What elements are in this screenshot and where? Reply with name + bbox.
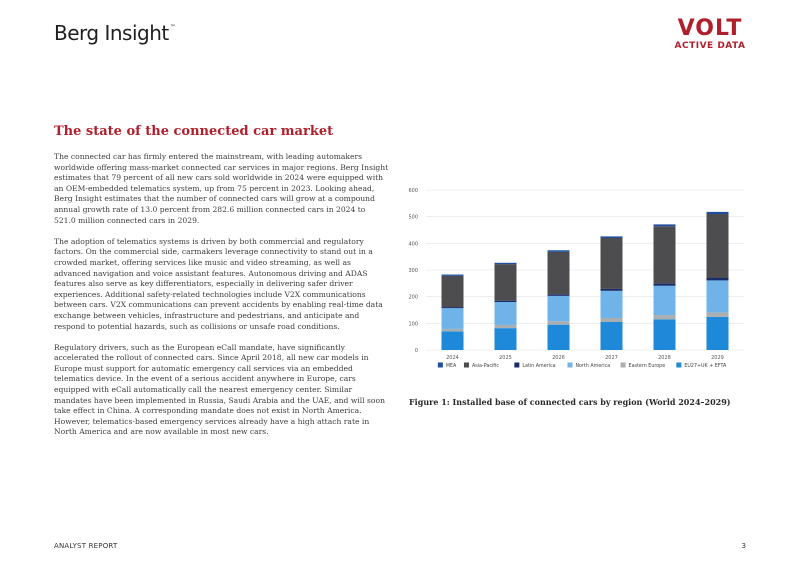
x-tick-label: 2026 bbox=[552, 355, 565, 361]
y-tick-label: 0 bbox=[415, 348, 418, 354]
legend-label: Latin America bbox=[522, 363, 555, 369]
bar-segment bbox=[494, 262, 517, 265]
bar-segment bbox=[600, 290, 623, 318]
x-tick-label: 2025 bbox=[499, 355, 512, 361]
bar-segment bbox=[706, 211, 729, 214]
chart-canvas: 0 100 200 300 400 500 600 2024 2025 2026 2027 2028 2… bbox=[408, 188, 744, 369]
legend-label: Asia-Pacific bbox=[472, 363, 499, 369]
bar-segment bbox=[547, 294, 570, 296]
bar-segment bbox=[706, 312, 729, 317]
bar-segment bbox=[494, 324, 517, 329]
bar-segment bbox=[653, 224, 676, 227]
volt-logo: VOLT ACTIVE DATA bbox=[672, 18, 748, 52]
bar-segment bbox=[600, 236, 623, 238]
bar-segment bbox=[653, 283, 676, 286]
bar-segment bbox=[441, 331, 464, 350]
bar-segment bbox=[494, 302, 517, 325]
logo-main: VOLT bbox=[677, 16, 743, 41]
y-tick-label: 400 bbox=[408, 241, 418, 247]
brand-name: Berg Insight bbox=[54, 21, 169, 45]
bar-segment bbox=[653, 226, 676, 284]
bar-segment bbox=[547, 295, 570, 322]
paragraph: The adoption of telematics systems is dr… bbox=[54, 236, 383, 331]
bar-segment bbox=[441, 307, 464, 309]
legend-label: EU27+UK + EFTA bbox=[684, 363, 727, 369]
legend-label: MEA bbox=[446, 363, 457, 369]
legend-swatch bbox=[463, 362, 469, 368]
bar-segment bbox=[547, 321, 570, 325]
x-tick-label: 2029 bbox=[711, 355, 724, 361]
bar-segment bbox=[441, 274, 464, 276]
paragraph: The connected car has firmly entered the… bbox=[54, 152, 389, 225]
bar-segment bbox=[706, 214, 729, 278]
legend-swatch bbox=[620, 362, 626, 368]
logo-sub: ACTIVE DATA bbox=[674, 41, 746, 51]
bar-segment bbox=[494, 328, 517, 350]
bar-segment bbox=[441, 275, 464, 308]
bar-segment bbox=[653, 319, 676, 350]
bar-segment bbox=[494, 300, 517, 302]
x-tick-label: 2028 bbox=[658, 355, 671, 361]
bar-segment bbox=[706, 278, 729, 281]
y-tick-label: 100 bbox=[408, 321, 418, 327]
bar-segment bbox=[706, 316, 729, 350]
y-tick-label: 300 bbox=[408, 268, 418, 274]
bar-segment bbox=[547, 250, 570, 252]
brand-logo: Berg Insight™ bbox=[54, 21, 176, 45]
legend-label: North America bbox=[575, 363, 610, 369]
y-tick-label: 600 bbox=[408, 188, 418, 194]
bar-segment bbox=[653, 285, 676, 316]
body-text: The connected car has firmly entered the… bbox=[54, 152, 389, 449]
bar-segment bbox=[706, 280, 729, 313]
legend-swatch bbox=[676, 362, 682, 368]
legend-swatch bbox=[567, 362, 573, 368]
bar-segment bbox=[494, 264, 517, 301]
bar-segment bbox=[600, 238, 623, 289]
y-tick-label: 500 bbox=[408, 215, 418, 221]
bar-segment bbox=[600, 288, 623, 291]
paragraph: Regulatory drivers, such as the European… bbox=[54, 342, 385, 437]
legend-swatch bbox=[514, 362, 520, 368]
bar-segment bbox=[600, 318, 623, 322]
connected-cars-chart: 0 100 200 300 400 500 600 2024 2025 2026 2027 2028 2… bbox=[404, 180, 754, 380]
x-tick-label: 2027 bbox=[605, 355, 618, 361]
bar-segment bbox=[547, 251, 570, 295]
bar-segment bbox=[600, 322, 623, 350]
bar-segment bbox=[441, 328, 464, 332]
bar-segment bbox=[653, 315, 676, 320]
legend-swatch bbox=[437, 362, 443, 368]
x-tick-label: 2024 bbox=[446, 355, 459, 361]
y-tick-label: 200 bbox=[408, 295, 418, 301]
bar-segment bbox=[547, 324, 570, 350]
page-number: 3 bbox=[741, 542, 746, 550]
bar-segment bbox=[441, 308, 464, 329]
figure-caption: Figure 1: Installed base of connected ca… bbox=[409, 397, 731, 407]
section-title: The state of the connected car market bbox=[54, 124, 334, 139]
legend-label: Eastern Europe bbox=[629, 363, 666, 369]
trademark-mark: ™ bbox=[169, 24, 176, 31]
footer-label: ANALYST REPORT bbox=[54, 542, 118, 550]
